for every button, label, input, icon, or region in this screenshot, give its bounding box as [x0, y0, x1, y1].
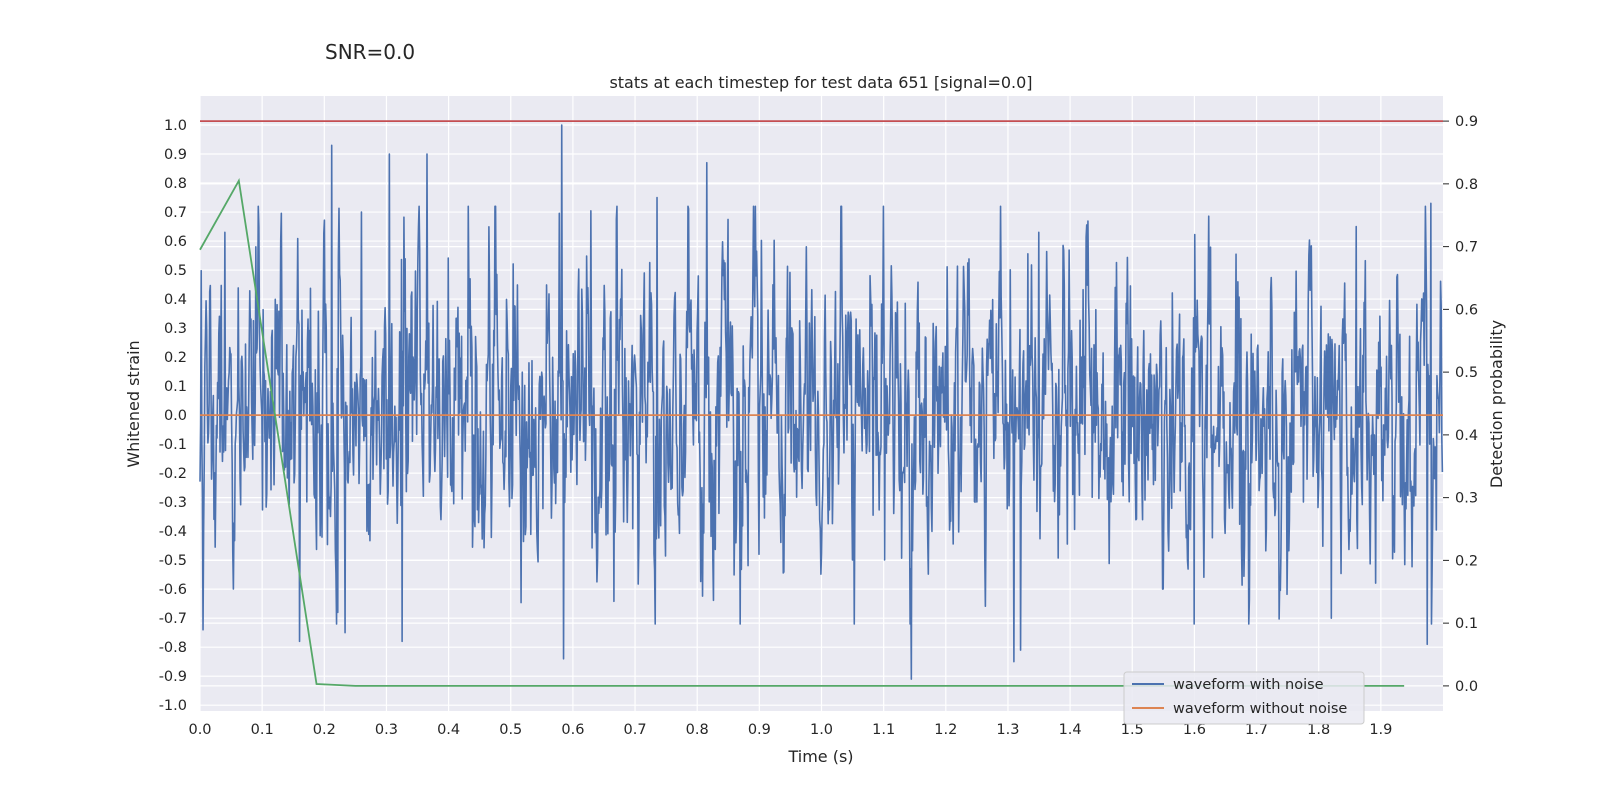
x-tick-label: 1.7: [1245, 722, 1268, 738]
y-left-tick-label: 0.3: [164, 321, 187, 337]
y-axis-right-ticks: 0.9 0.8 0.7 0.6 0.5 0.4 0.3 0.2 0.1 0.0: [1443, 114, 1478, 695]
legend: waveform with noise waveform without noi…: [1123, 671, 1365, 725]
y-right-tick-label: 0.1: [1455, 616, 1478, 632]
y-left-tick-label: 0.7: [164, 205, 187, 221]
x-tick-label: 1.0: [810, 722, 833, 738]
y-left-tick-label: 0.2: [164, 350, 187, 366]
x-tick-label: 0.7: [624, 722, 647, 738]
x-tick-label: 0.5: [499, 722, 522, 738]
y-right-tick-label: 0.4: [1455, 428, 1478, 444]
y-right-tick-label: 0.9: [1455, 114, 1478, 130]
y-left-tick-label: -0.4: [159, 524, 187, 540]
legend-label-clean: waveform without noise: [1173, 701, 1347, 717]
y-left-tick-label: 0.6: [164, 234, 187, 250]
x-tick-label: 0.2: [313, 722, 336, 738]
x-tick-label: 0.9: [748, 722, 771, 738]
figure-suptitle: SNR=0.0: [325, 40, 416, 64]
y-right-tick-label: 0.8: [1455, 177, 1478, 193]
chart-title: stats at each timestep for test data 651…: [609, 73, 1032, 92]
x-axis-label: Time (s): [787, 747, 853, 766]
x-tick-label: 1.8: [1307, 722, 1330, 738]
series-detection-probability: [199, 178, 1405, 687]
x-tick-label: 1.3: [996, 722, 1019, 738]
legend-box: [1123, 671, 1365, 725]
y-left-tick-label: -0.6: [159, 582, 187, 598]
y-left-tick-label: -1.0: [159, 698, 187, 714]
x-tick-label: 1.1: [872, 722, 895, 738]
x-tick-label: 0.0: [188, 722, 211, 738]
legend-label-noise: waveform with noise: [1173, 677, 1324, 693]
y-left-tick-label: 0.9: [164, 147, 187, 163]
y-right-tick-label: 0.3: [1455, 491, 1478, 507]
x-tick-label: 0.1: [251, 722, 274, 738]
y-left-tick-label: -0.1: [159, 437, 187, 453]
series-waveform-with-noise: [199, 124, 1444, 680]
x-tick-label: 1.9: [1369, 722, 1392, 738]
x-tick-label: 0.8: [686, 722, 709, 738]
y-left-tick-label: 0.1: [164, 379, 187, 395]
y-right-tick-label: 0.2: [1455, 553, 1478, 569]
y-axis-left-ticks: 1.0 0.9 0.8 0.7 0.6 0.5 0.4 0.3 0.2 0.1 0.0 -0.1 -0.…: [159, 118, 187, 714]
y-right-tick-label: 0.0: [1455, 679, 1478, 695]
y-right-tick-label: 0.7: [1455, 240, 1478, 256]
y-left-tick-label: 0.0: [164, 408, 187, 424]
series-layer: [199, 120, 1444, 687]
y-left-tick-label: -0.2: [159, 466, 187, 482]
y-left-tick-label: 0.4: [164, 292, 187, 308]
x-tick-label: 1.4: [1059, 722, 1082, 738]
y-axis-right-label: Detection probability: [1487, 320, 1506, 488]
y-right-tick-label: 0.5: [1455, 365, 1478, 381]
y-left-tick-label: -0.3: [159, 495, 187, 511]
y-left-tick-label: 0.5: [164, 263, 187, 279]
x-tick-label: 1.6: [1183, 722, 1206, 738]
x-tick-label: 1.2: [934, 722, 957, 738]
x-axis-ticks: 0.0 0.1 0.2 0.3 0.4 0.5 0.6 0.7 0.8 0.9 1.0 1.1 1.2 1…: [188, 722, 1392, 738]
x-tick-label: 0.6: [561, 722, 584, 738]
y-left-tick-label: 1.0: [164, 118, 187, 134]
y-right-tick-label: 0.6: [1455, 302, 1478, 318]
y-left-tick-label: -0.8: [159, 640, 187, 656]
x-tick-label: 1.5: [1121, 722, 1144, 738]
x-tick-label: 0.4: [437, 722, 460, 738]
y-left-tick-label: -0.9: [159, 669, 187, 685]
y-left-tick-label: -0.5: [159, 553, 187, 569]
y-left-tick-label: 0.8: [164, 176, 187, 192]
y-left-tick-label: -0.7: [159, 611, 187, 627]
x-tick-label: 0.3: [375, 722, 398, 738]
y-axis-left-label: Whitened strain: [124, 340, 143, 467]
